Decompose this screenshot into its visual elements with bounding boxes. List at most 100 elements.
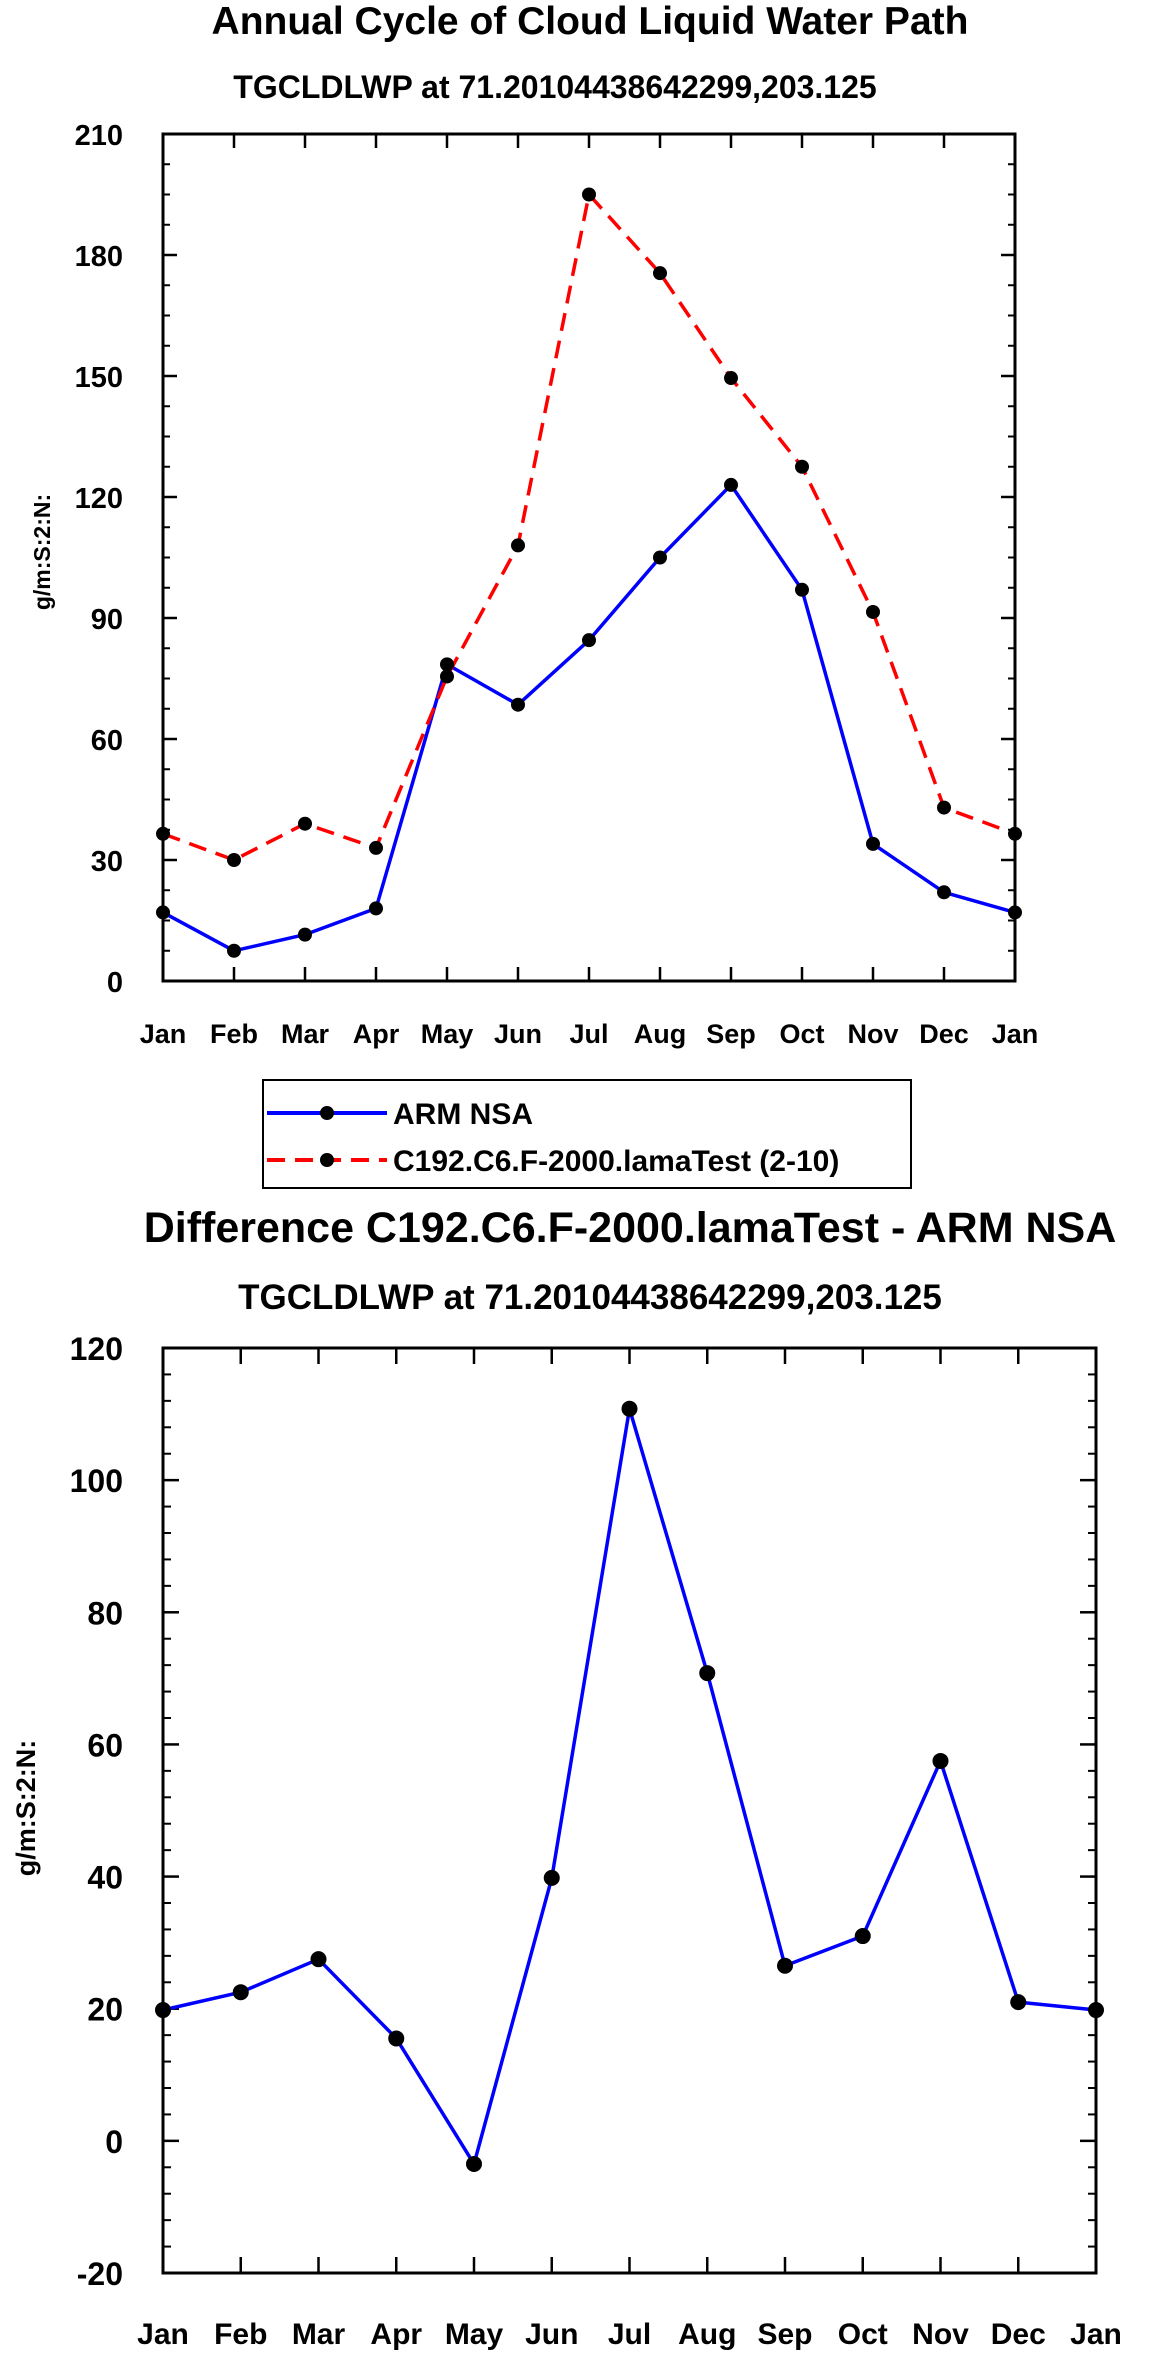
x-tick-label: Feb	[210, 1019, 258, 1049]
series-lines	[162, 192, 1016, 953]
x-tick-label: Dec	[919, 1019, 969, 1049]
data-point	[369, 901, 383, 916]
y-tick-labels: 0 30 60 90 120 150 180 210	[75, 120, 123, 999]
chart-subtitle: TGCLDLWP at 71.20104438642299,203.125	[238, 1278, 942, 1317]
y-tick-label: 210	[75, 120, 123, 152]
y-axis-label: g/m:S:2:N:	[11, 1740, 41, 1877]
x-tick-labels: Jan Feb Mar Apr May Jun Jul Aug Sep Oct Nov Dec Jan	[137, 2318, 1122, 2351]
y-tick-label: 80	[87, 1595, 123, 1631]
data-point	[310, 1951, 327, 1968]
legend-marker-c192-lamatest	[320, 1153, 334, 1167]
chart-title: Annual Cycle of Cloud Liquid Water Path	[212, 0, 969, 43]
data-point	[795, 582, 809, 597]
x-tick-label: Oct	[838, 2318, 888, 2351]
x-tick-label: Nov	[847, 1019, 898, 1049]
data-point	[388, 2030, 405, 2047]
x-tick-label: Jan	[137, 2318, 189, 2351]
x-tick-label: Oct	[779, 1019, 824, 1049]
data-point	[724, 371, 738, 386]
x-tick-label: Aug	[634, 1019, 686, 1049]
y-tick-label: 180	[75, 241, 123, 273]
data-point	[227, 943, 241, 958]
data-point	[232, 1984, 249, 2001]
y-tick-label: 60	[91, 725, 123, 757]
series-lines	[162, 1407, 1097, 2166]
x-tick-label: Dec	[991, 2318, 1046, 2351]
x-tick-label: Apr	[370, 2318, 422, 2351]
y-tick-label: 120	[70, 1331, 123, 1367]
y-tick-label: 20	[87, 1992, 123, 2028]
x-tick-label: Jan	[140, 1019, 187, 1049]
legend: ARM NSA C192.C6.F-2000.lamaTest (2-10)	[262, 1079, 912, 1189]
data-point	[1008, 826, 1022, 841]
x-tick-label: Aug	[678, 2318, 736, 2351]
x-tick-label: Jun	[494, 1019, 542, 1049]
data-point	[298, 816, 312, 831]
data-point	[369, 840, 383, 855]
data-point	[937, 800, 951, 815]
data-point	[621, 1400, 638, 1417]
x-tick-label: Jul	[569, 1019, 608, 1049]
x-tick-label: Jan	[992, 1019, 1039, 1049]
x-tick-label: Sep	[706, 1019, 756, 1049]
x-tick-label: Jan	[1070, 2318, 1122, 2351]
data-point	[653, 550, 667, 565]
x-tick-label: Jul	[608, 2318, 651, 2351]
y-tick-label: 0	[105, 2124, 123, 2160]
x-tick-labels: Jan Feb Mar Apr May Jun Jul Aug Sep Oct Nov Dec Jan	[140, 1019, 1039, 1049]
series-line-arm-nsa	[162, 483, 1016, 953]
data-point	[1010, 1994, 1027, 2011]
chart-title: Difference C192.C6.F-2000.lamaTest - ARM…	[144, 1204, 1117, 1252]
data-point	[582, 633, 596, 648]
y-tick-label: -20	[77, 2256, 123, 2292]
data-point	[932, 1752, 949, 1769]
difference-chart: Difference C192.C6.F-2000.lamaTest - ARM…	[11, 1204, 1122, 2351]
data-point	[1088, 2002, 1104, 2019]
legend-box	[262, 1079, 912, 1189]
data-point	[440, 657, 454, 672]
y-tick-label: 90	[91, 604, 123, 636]
annual-cycle-chart: Annual Cycle of Cloud Liquid Water Path …	[29, 0, 1039, 1189]
data-point	[653, 266, 667, 281]
y-tick-label: 0	[107, 967, 123, 999]
y-tick-label: 30	[91, 846, 123, 878]
x-tick-label: Mar	[292, 2318, 346, 2351]
data-point	[511, 697, 525, 712]
data-point	[937, 885, 951, 900]
chart-subtitle: TGCLDLWP at 71.20104438642299,203.125	[233, 69, 876, 105]
series-line-c192-c6-f-2000-lamatest-2-10	[162, 192, 1016, 862]
data-point	[227, 853, 241, 867]
y-axis-label: g/m:S:2:N:	[29, 494, 55, 610]
y-tick-label: 150	[75, 362, 123, 394]
x-tick-label: Apr	[353, 1019, 400, 1049]
y-tick-label: 120	[75, 483, 123, 515]
x-tick-label: Sep	[757, 2318, 812, 2351]
series-markers	[155, 1400, 1104, 2172]
data-point	[511, 538, 525, 553]
legend-label-c192-lamatest: C192.C6.F-2000.lamaTest (2-10)	[393, 1145, 839, 1178]
data-point	[1008, 905, 1022, 920]
data-point	[155, 2002, 171, 2019]
x-tick-label: May	[421, 1019, 474, 1049]
y-tick-label: 100	[70, 1463, 123, 1499]
data-point	[582, 187, 596, 202]
y-tick-label: 60	[87, 1727, 123, 1763]
data-point	[699, 1665, 716, 1682]
data-point	[440, 669, 454, 684]
data-point	[795, 459, 809, 474]
data-point	[866, 604, 880, 619]
x-tick-label: May	[445, 2318, 504, 2351]
data-point	[298, 927, 312, 942]
data-point	[543, 1869, 560, 1886]
series-markers	[156, 187, 1022, 958]
x-tick-label: Jun	[525, 2318, 578, 2351]
x-tick-label: Mar	[281, 1019, 330, 1049]
data-point	[777, 1957, 793, 1974]
axis-ticks	[161, 1346, 1098, 2275]
data-point	[724, 477, 738, 492]
x-tick-label: Nov	[912, 2318, 969, 2351]
data-point	[466, 2155, 482, 2172]
y-tick-labels: -20 0 20 40 60 80 100 120	[70, 1331, 123, 2292]
